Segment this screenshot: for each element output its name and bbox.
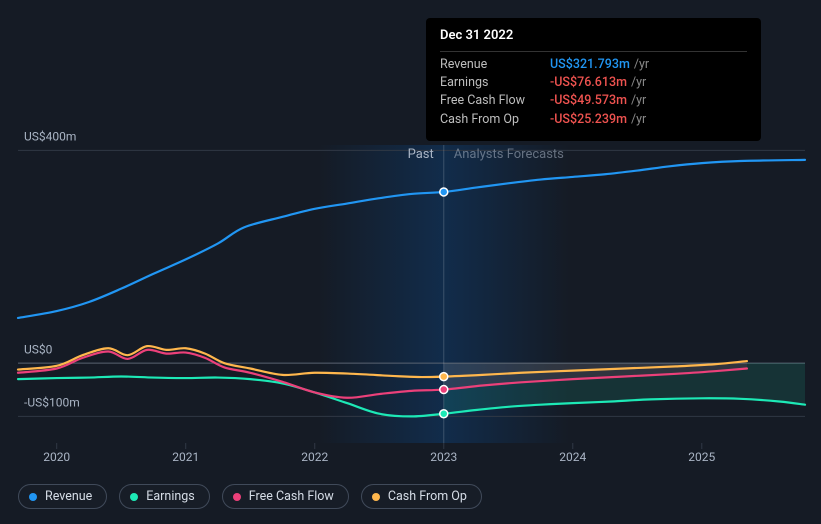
hover-marker-fcf — [440, 386, 448, 394]
legend-swatch-icon — [130, 493, 138, 501]
x-axis-label: 2020 — [43, 450, 70, 464]
tooltip-value: US$321.793m — [550, 57, 630, 73]
legend-item-earnings[interactable]: Earnings — [119, 484, 209, 509]
tooltip-row-fcf: Free Cash Flow-US$49.573m/yr — [440, 92, 747, 110]
hover-marker-cfo — [440, 373, 448, 381]
tooltip-unit: /yr — [634, 57, 649, 73]
hover-marker-earnings — [440, 410, 448, 418]
tooltip-value: -US$76.613m — [550, 75, 627, 91]
tooltip-value: -US$49.573m — [550, 93, 627, 109]
financials-chart: US$400m US$0 -US$100m 2020 2021 2022 2023 2024 2… — [0, 0, 821, 524]
y-axis-label: US$0 — [24, 342, 53, 356]
x-axis-label: 2021 — [172, 450, 199, 464]
tooltip-value: -US$25.239m — [550, 112, 627, 128]
legend-swatch-icon — [372, 493, 380, 501]
zone-label-past: Past — [408, 147, 434, 162]
legend-item-revenue[interactable]: Revenue — [18, 484, 107, 509]
hover-marker-revenue — [440, 188, 448, 196]
legend-item-fcf[interactable]: Free Cash Flow — [222, 484, 349, 509]
tooltip-row-revenue: RevenueUS$321.793m/yr — [440, 56, 747, 74]
tooltip-label: Revenue — [440, 57, 550, 73]
tooltip-label: Free Cash Flow — [440, 93, 550, 109]
x-axis-label: 2025 — [688, 450, 715, 464]
tooltip-unit: /yr — [631, 112, 646, 128]
legend-swatch-icon — [29, 493, 37, 501]
legend-item-cfo[interactable]: Cash From Op — [361, 484, 482, 509]
tooltip-label: Earnings — [440, 75, 550, 91]
x-axis-label: 2024 — [559, 450, 586, 464]
y-axis-label: -US$100m — [24, 396, 80, 410]
hover-tooltip: Dec 31 2022 RevenueUS$321.793m/yrEarning… — [426, 18, 761, 141]
legend-label: Cash From Op — [388, 489, 467, 504]
legend-label: Free Cash Flow — [249, 489, 334, 504]
x-axis-label: 2022 — [301, 450, 328, 464]
zone-label-forecast: Analysts Forecasts — [454, 147, 564, 162]
tooltip-unit: /yr — [631, 75, 646, 91]
tooltip-row-cfo: Cash From Op-US$25.239m/yr — [440, 111, 747, 129]
x-axis-label: 2023 — [430, 450, 457, 464]
legend-label: Revenue — [45, 489, 92, 504]
chart-legend: Revenue Earnings Free Cash Flow Cash From O… — [18, 484, 482, 509]
legend-label: Earnings — [146, 489, 194, 504]
tooltip-unit: /yr — [631, 93, 646, 109]
legend-swatch-icon — [233, 493, 241, 501]
tooltip-row-earnings: Earnings-US$76.613m/yr — [440, 74, 747, 92]
y-axis-label: US$400m — [24, 129, 76, 143]
tooltip-date: Dec 31 2022 — [440, 28, 747, 52]
tooltip-label: Cash From Op — [440, 112, 550, 128]
